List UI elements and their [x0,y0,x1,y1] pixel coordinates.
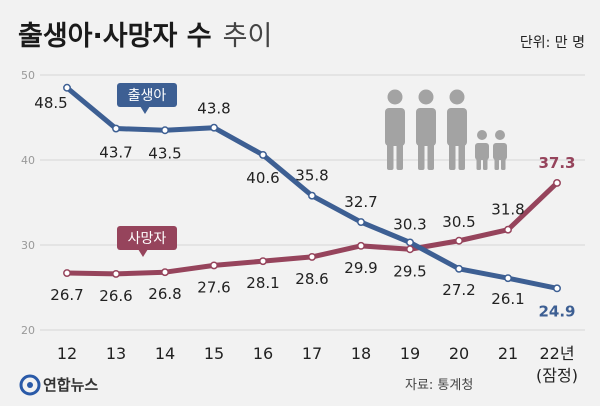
data-point-births [455,264,463,273]
y-tick-label: 30 [21,239,35,252]
logo-text: 연합뉴스 [43,376,98,394]
data-label-deaths: 37.3 [538,154,575,172]
data-point-births [357,218,365,227]
x-tick-label: 14 [155,344,175,363]
data-label-births: 32.7 [344,193,377,211]
y-axis-ticks: 20 30 40 50 [21,69,35,337]
data-point-births [210,123,218,132]
x-tick-label: 22년 [539,344,574,363]
source-label: 자료: 통계청 [405,378,473,393]
data-point-births [406,238,414,247]
chart-title-light: 추이 [223,21,273,52]
x-tick-label: 17 [302,344,322,363]
data-label-deaths: 26.7 [50,286,83,304]
series-tag-deaths: 사망자 [117,226,177,257]
data-point-births [553,284,561,293]
data-label-deaths: 30.5 [442,213,475,231]
data-label-births: 43.5 [148,144,181,162]
data-point-deaths [504,225,512,234]
data-point-deaths [259,257,267,266]
data-point-deaths [455,236,463,245]
data-label-births: 43.7 [99,144,132,162]
data-point-deaths [63,269,71,277]
data-point-deaths [308,252,316,261]
data-labels: 48.5 43.7 43.5 43.8 40.6 35.8 32.7 30.3 27.2 26.1… [34,94,575,321]
data-point-births [161,126,169,135]
x-axis-ticks: 12 13 14 15 16 17 18 19 20 21 22년 [57,344,575,363]
data-label-deaths: 29.9 [344,259,377,277]
data-point-deaths [161,268,169,277]
data-points [63,83,561,293]
x-axis-note: (잠정) [536,366,578,385]
data-point-deaths [553,179,561,187]
x-tick-label: 20 [449,344,469,363]
data-point-deaths [210,261,218,270]
data-label-births: 48.5 [34,94,67,112]
data-label-births: 26.1 [491,290,524,308]
x-tick-label: 15 [204,344,224,363]
x-tick-label: 21 [498,344,518,363]
data-label-births: 27.2 [442,281,475,299]
family-icon [385,89,507,170]
chart-title: 출생아·사망자 수 추이 [18,21,272,52]
data-point-births [308,191,316,200]
x-tick-label: 19 [400,344,420,363]
data-label-deaths: 26.8 [148,285,181,303]
data-point-births [259,150,267,159]
x-tick-label: 12 [57,344,77,363]
data-point-births [112,124,120,133]
data-point-births [63,83,71,92]
data-point-deaths [406,245,414,254]
data-label-deaths: 28.6 [295,270,328,288]
data-label-deaths: 27.6 [197,278,230,296]
data-point-births [504,274,512,283]
unit-label: 단위: 만 명 [520,35,585,51]
data-point-deaths [357,241,365,250]
data-label-births: 35.8 [295,167,328,185]
x-tick-label: 13 [106,344,126,363]
data-label-births: 40.6 [246,169,279,187]
data-label-deaths: 28.1 [246,274,279,292]
data-label-deaths: 26.6 [99,287,132,305]
data-point-deaths [112,269,120,278]
series-tag-deaths-label: 사망자 [128,231,167,247]
logo: 연합뉴스 [19,374,98,396]
y-tick-label: 50 [21,69,35,82]
y-tick-label: 20 [21,324,35,337]
chart-title-bold: 출생아·사망자 수 [18,21,212,52]
series-tag-births: 출생아 [117,83,177,114]
data-label-births: 24.9 [538,302,575,320]
x-tick-label: 16 [253,344,273,363]
data-label-births: 43.8 [197,100,230,118]
data-label-deaths: 29.5 [393,262,426,280]
y-tick-label: 40 [21,154,35,167]
series-tag-births-label: 출생아 [128,88,167,104]
data-label-births: 30.3 [393,215,426,233]
data-label-deaths: 31.8 [491,201,524,219]
x-tick-label: 18 [351,344,371,363]
